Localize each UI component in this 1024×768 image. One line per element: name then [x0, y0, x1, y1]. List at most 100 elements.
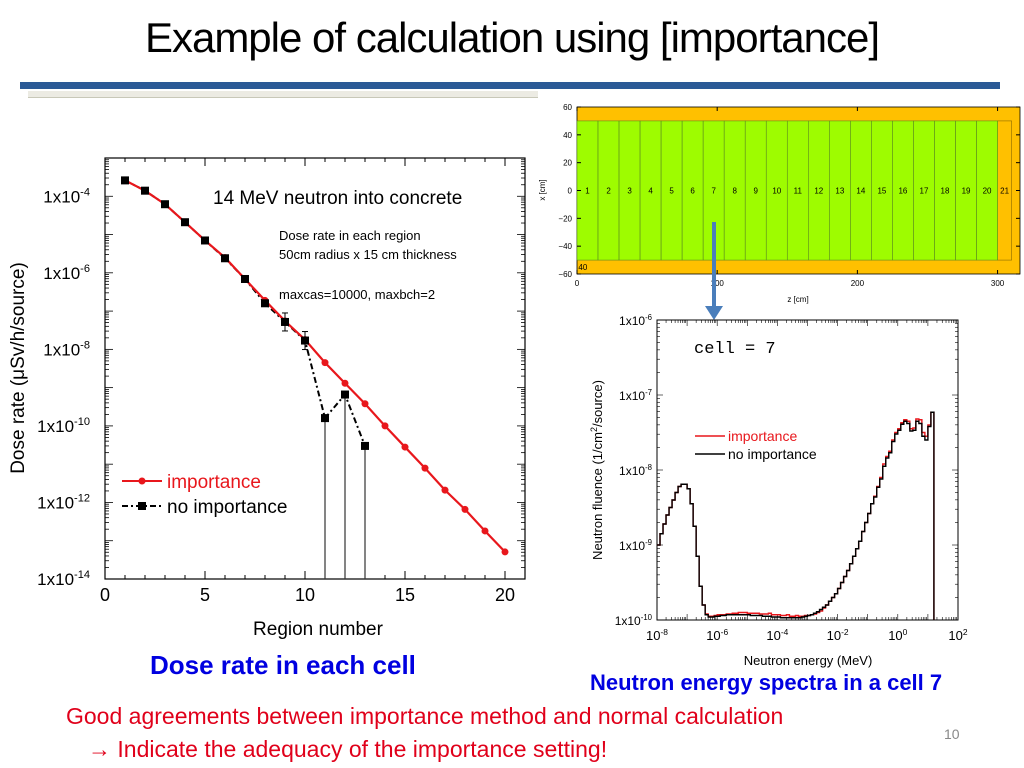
geo-xtick-label: 300 — [991, 279, 1005, 288]
no-importance-point — [121, 176, 129, 185]
dose-xtick-label: 15 — [395, 585, 415, 605]
importance-point — [461, 505, 469, 513]
importance-point — [361, 400, 369, 408]
geo-ytick-label: 0 — [568, 187, 573, 196]
geo-region-label: 19 — [962, 187, 971, 196]
importance-point — [341, 379, 349, 387]
no-importance-point — [241, 274, 249, 283]
no-importance-point — [141, 186, 149, 195]
legend-noimp-label: no importance — [167, 497, 287, 518]
spectrum-legend: importance no importance — [695, 428, 817, 462]
geo-region-label: 14 — [856, 187, 865, 196]
no-importance-point — [261, 299, 269, 308]
importance-point — [421, 464, 429, 472]
no-importance-point — [361, 441, 369, 450]
importance-point — [381, 422, 389, 430]
dose-ylabel: Dose rate (μSv/h/source) — [8, 262, 29, 474]
no-importance-point — [161, 200, 169, 209]
geo-region-label: 11 — [794, 187, 803, 196]
legend-spec-importance-label: importance — [728, 428, 797, 444]
geo-ytick-label: 40 — [563, 131, 572, 140]
geo-region-label: 12 — [814, 187, 823, 196]
geo-outer-label: 40 — [578, 263, 587, 272]
dose-ytick-label: 1x10-12 — [37, 493, 90, 513]
geo-region-label: 8 — [732, 187, 737, 196]
dose-ytick-label: 1x10-4 — [43, 186, 90, 206]
geo-xtick-label: 0 — [575, 279, 580, 288]
geo-region-label: 20 — [983, 187, 992, 196]
title-subrule — [28, 91, 538, 98]
geo-region-label: 16 — [898, 187, 907, 196]
dose-xlabel: Region number — [253, 619, 384, 640]
dose-legend: importance no importance — [122, 472, 287, 518]
geo-region-label: 13 — [835, 187, 844, 196]
conclusion-line-2: → Indicate the adequacy of the importanc… — [88, 736, 608, 762]
dose-xtick-label: 5 — [200, 585, 210, 605]
geo-region-20 — [976, 120, 998, 261]
no-importance-point — [321, 414, 329, 423]
arrow-down-icon — [705, 306, 723, 320]
geo-region-label: 3 — [627, 187, 632, 196]
spectrum-ytick-label: 1x10-7 — [619, 388, 652, 403]
dose-xtick-label: 0 — [100, 585, 110, 605]
dose-annotation-2: 50cm radius x 15 cm thickness — [279, 247, 457, 262]
dose-chart-title: 14 MeV neutron into concrete — [213, 188, 462, 209]
no-importance-point — [181, 218, 189, 227]
spectrum-ytick-label: 1x10-10 — [615, 613, 653, 628]
dose-ytick-label: 1x10-6 — [43, 263, 90, 283]
geo-region-label: 2 — [606, 187, 611, 196]
caption-dose-rate: Dose rate in each cell — [150, 650, 416, 680]
geo-ytick-label: −20 — [558, 214, 572, 223]
geo-region-label: 4 — [648, 187, 653, 196]
geo-region-label: 6 — [690, 187, 695, 196]
geo-region-label: 1 — [585, 187, 590, 196]
geo-region-label: 17 — [920, 187, 929, 196]
dose-plot-frame — [104, 157, 526, 580]
spectrum-ylabel: Neutron fluence (1/cm2/source) — [589, 380, 605, 560]
geo-region-label: 5 — [669, 187, 674, 196]
spectrum-ytick-label: 1x10-9 — [619, 538, 652, 553]
legend-spec-noimp-label: no importance — [728, 446, 817, 462]
geo-ylabel: x [cm] — [538, 179, 547, 200]
geo-region-label: 21 — [1000, 187, 1009, 196]
spectrum-xtick-label: 10-8 — [646, 627, 668, 643]
geo-ytick-label: −40 — [558, 242, 572, 251]
spectrum-ytick-label: 1x10-8 — [619, 463, 652, 478]
geo-ytick-label: 20 — [563, 159, 572, 168]
geo-region-label: 18 — [941, 187, 950, 196]
caption-spectra: Neutron energy spectra in a cell 7 — [590, 670, 943, 695]
slide-title: Example of calculation using [importance… — [144, 14, 880, 61]
geo-xlabel: z [cm] — [787, 295, 808, 304]
dose-annotation-3: maxcas=10000, maxbch=2 — [279, 287, 435, 302]
dose-xtick-label: 10 — [295, 585, 315, 605]
page-number: 10 — [944, 726, 960, 742]
title-rule — [20, 82, 1000, 89]
no-importance-point — [221, 254, 229, 263]
dose-xtick-label: 20 — [495, 585, 515, 605]
spectrum-ytick-label: 1x10-6 — [619, 313, 652, 328]
spectrum-xtick-label: 10-4 — [766, 627, 788, 643]
spectrum-xtick-label: 100 — [888, 627, 907, 643]
geo-xtick-label: 200 — [851, 279, 865, 288]
conclusion-line-1: Good agreements between importance metho… — [66, 703, 784, 729]
spectrum-xtick-label: 10-6 — [706, 627, 728, 643]
legend-importance-label: importance — [167, 472, 261, 493]
importance-point — [401, 443, 409, 451]
importance-point — [321, 359, 329, 367]
dose-annotation-1: Dose rate in each region — [279, 228, 421, 243]
spectrum-series-no-importance — [657, 411, 935, 620]
spectrum-xtick-label: 102 — [948, 627, 967, 643]
spectrum-cell-label: cell = 7 — [694, 340, 776, 359]
geo-ytick-label: 60 — [563, 103, 572, 112]
importance-point — [501, 548, 509, 556]
geo-ytick-label: −60 — [558, 270, 572, 279]
spectrum-xtick-label: 10-2 — [827, 627, 849, 643]
importance-point — [481, 527, 489, 535]
dose-ytick-label: 1x10-14 — [37, 569, 90, 589]
geo-region-label: 10 — [772, 187, 781, 196]
geo-xtick-label: 100 — [711, 279, 725, 288]
no-importance-point — [201, 236, 209, 245]
